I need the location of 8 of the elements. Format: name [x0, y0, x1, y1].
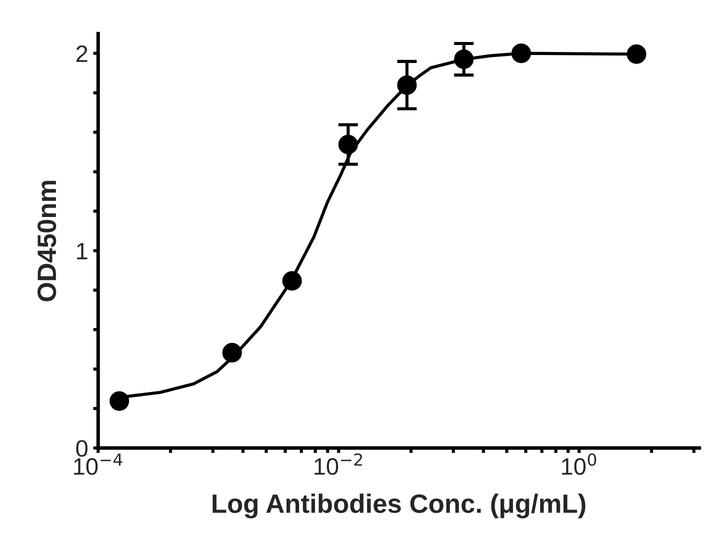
y-tick-label: 2 — [76, 45, 88, 62]
x-tick-label: 10$^{−2}$ — [314, 453, 362, 475]
point — [222, 342, 242, 362]
y-axis-title: OD450nm — [38, 180, 56, 302]
y-tick-label: 1 — [77, 242, 88, 260]
x-tick-label: 10$^{0}$ — [562, 453, 596, 475]
x-axis-title: Log Antibodies Conc. (μg/mL) — [212, 494, 586, 518]
point — [511, 44, 532, 64]
